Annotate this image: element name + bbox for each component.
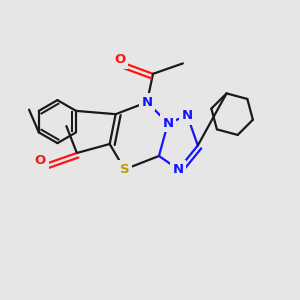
Text: N: N xyxy=(142,96,153,109)
Text: O: O xyxy=(35,154,46,167)
Text: S: S xyxy=(120,163,129,176)
Text: N: N xyxy=(173,163,184,176)
Text: O: O xyxy=(115,53,126,66)
Text: N: N xyxy=(162,117,173,130)
Text: N: N xyxy=(182,109,193,122)
